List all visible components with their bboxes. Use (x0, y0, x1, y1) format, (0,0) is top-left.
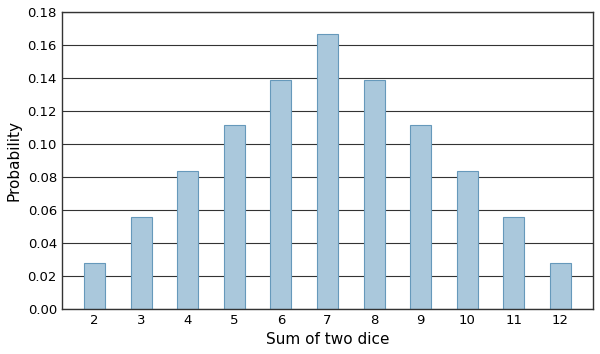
Bar (410, 126, 431, 309)
Bar (177, 171, 198, 309)
Bar (271, 80, 292, 309)
X-axis label: Sum of two dice: Sum of two dice (266, 332, 389, 347)
Bar (131, 217, 152, 309)
Bar (550, 263, 571, 309)
Bar (364, 80, 385, 309)
Y-axis label: Probability: Probability (7, 120, 22, 201)
Bar (224, 126, 245, 309)
Bar (84, 263, 105, 309)
Bar (457, 171, 478, 309)
Bar (503, 217, 524, 309)
Bar (317, 34, 338, 309)
